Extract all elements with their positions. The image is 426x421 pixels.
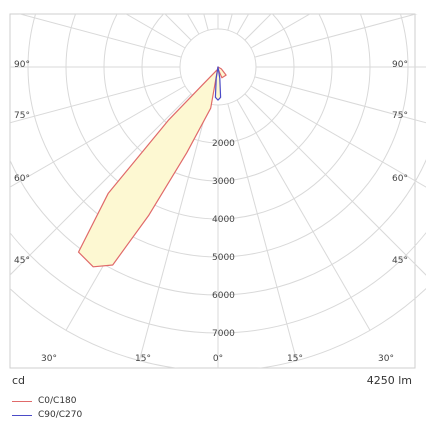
grid-spoke — [10, 93, 192, 276]
angle-label-left: 90° — [14, 60, 30, 70]
angle-label-bottom: 15° — [135, 354, 151, 364]
grid-spoke — [10, 85, 186, 188]
grid-spoke — [244, 14, 272, 41]
grid-spoke — [203, 14, 209, 31]
radial-tick-label: 5000 — [212, 253, 235, 263]
grid-spoke — [254, 14, 418, 58]
grid-spoke — [227, 14, 233, 31]
legend-item-c0-c180: C0/C180 — [12, 396, 77, 406]
flux-label: 4250 lm — [366, 374, 412, 387]
grid-spoke — [138, 103, 209, 361]
plot-frame — [9, 13, 416, 369]
angle-label-left: 60° — [14, 174, 30, 184]
legend-item-c90-c270: C90/C270 — [12, 410, 82, 420]
grid-spoke — [227, 103, 298, 361]
legend-label: C90/C270 — [38, 410, 83, 420]
grid-spoke — [18, 14, 182, 58]
grid-spoke — [244, 93, 426, 276]
grid-spoke — [186, 14, 200, 35]
radial-tick-label: 6000 — [212, 291, 235, 301]
angle-label-right: 75° — [392, 111, 408, 121]
grid-spoke — [125, 14, 186, 49]
angle-label-bottom: 15° — [287, 354, 303, 364]
angle-label-bottom: 30° — [378, 354, 394, 364]
legend-swatch — [12, 400, 32, 402]
radial-tick-label: 3000 — [212, 177, 235, 187]
grid-spoke — [250, 14, 311, 49]
grid-spoke — [250, 85, 426, 188]
grid-spoke — [236, 14, 250, 35]
grid-spoke — [10, 76, 182, 124]
unit-label: cd — [12, 374, 26, 387]
legend-swatch — [12, 414, 32, 416]
grid-spoke — [236, 99, 371, 331]
angle-label-left: 45° — [14, 256, 30, 266]
radial-tick-label: 7000 — [212, 329, 235, 339]
angle-label-bottom: 0° — [213, 354, 223, 364]
radial-tick-label: 2000 — [212, 139, 235, 149]
series-curve-c90-c270 — [214, 66, 222, 101]
radial-tick-label: 4000 — [212, 215, 235, 225]
angle-label-right: 45° — [392, 256, 408, 266]
legend-label: C0/C180 — [38, 396, 77, 406]
series-curve-c0-c180 — [77, 66, 227, 268]
angle-label-bottom: 30° — [41, 354, 57, 364]
angle-label-right: 90° — [392, 60, 408, 70]
grid-circle — [10, 231, 426, 334]
angle-label-left: 75° — [14, 111, 30, 121]
angle-label-right: 60° — [392, 174, 408, 184]
grid-spoke — [254, 76, 426, 124]
